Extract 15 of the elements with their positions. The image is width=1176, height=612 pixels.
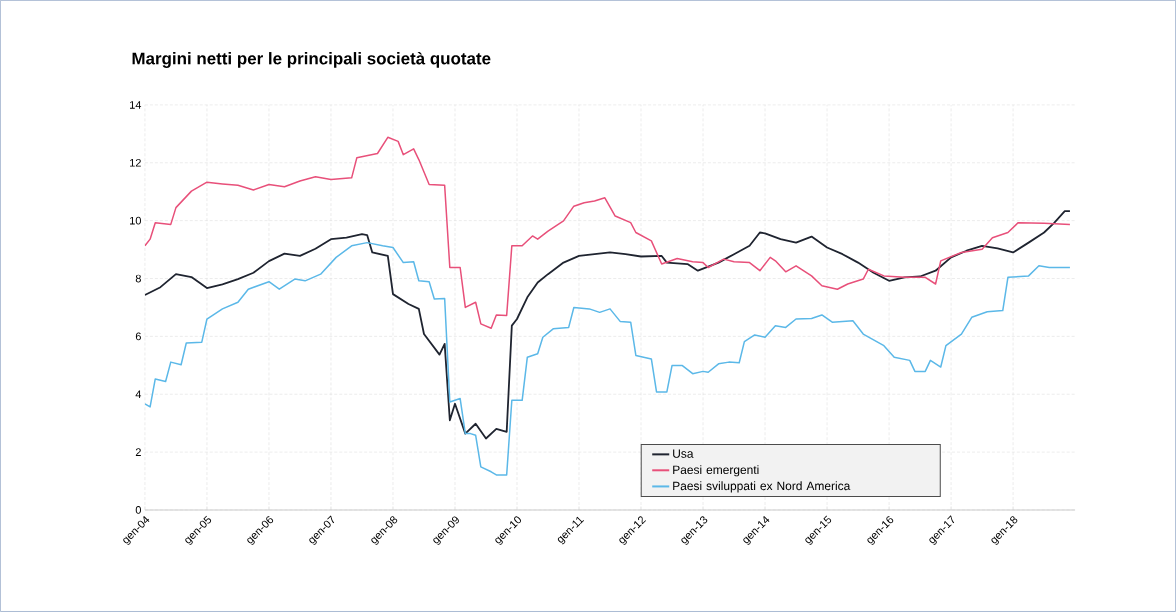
y-tick-label: 6 bbox=[135, 332, 141, 341]
y-tick-label: 8 bbox=[135, 274, 141, 283]
y-tick-label: 12 bbox=[130, 159, 141, 167]
legend-label: Paesi sviluppati ex Nord America bbox=[673, 481, 851, 493]
y-tick-label: 14 bbox=[130, 101, 142, 109]
line-series bbox=[144, 136, 1071, 330]
line-series bbox=[144, 210, 1071, 440]
line-series bbox=[144, 241, 1071, 476]
chart-title: Margini netti per le principali società quotate bbox=[132, 51, 491, 68]
legend-label: Usa bbox=[673, 449, 694, 458]
y-tick-label: 2 bbox=[135, 448, 141, 456]
y-tick-label: 10 bbox=[130, 216, 141, 225]
legend-label: Paesi emergenti bbox=[673, 465, 759, 477]
y-tick-label: 4 bbox=[135, 390, 142, 399]
y-tick-label: 0 bbox=[135, 506, 141, 514]
